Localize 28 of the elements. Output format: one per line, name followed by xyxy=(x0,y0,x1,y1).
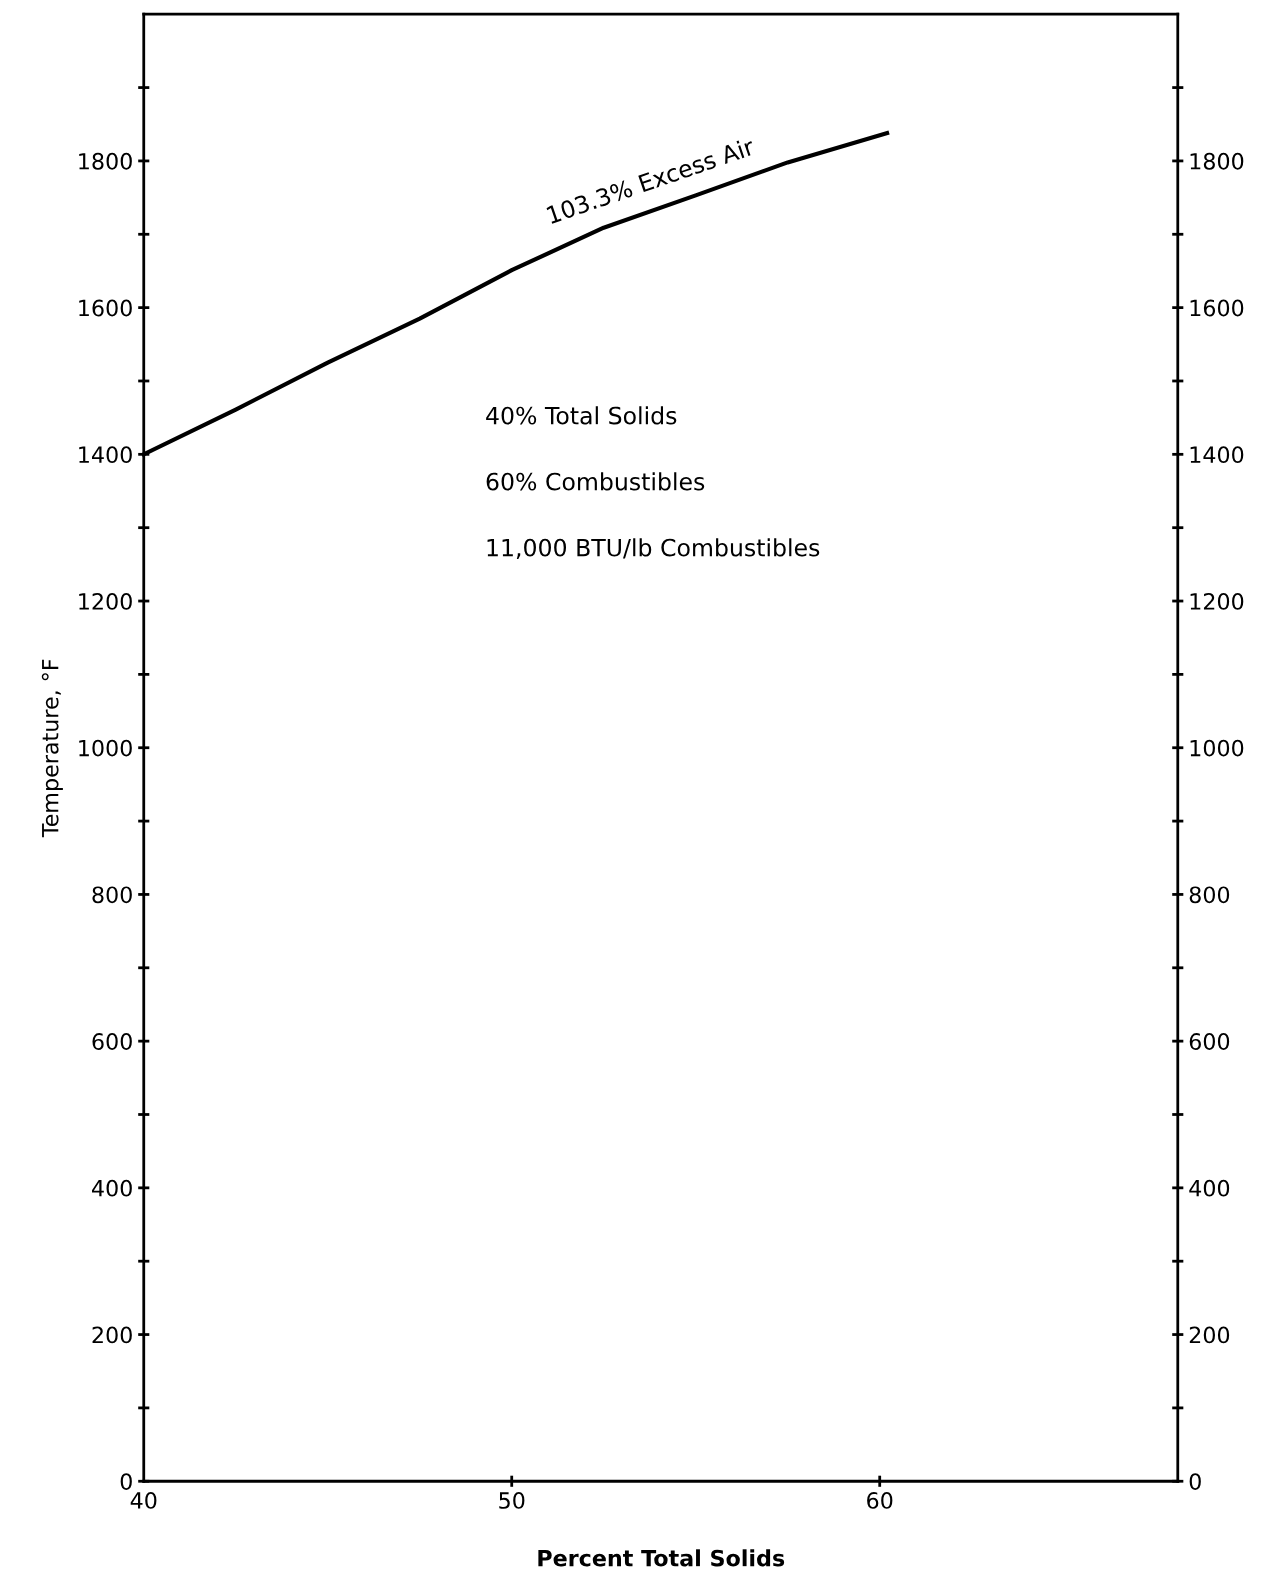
y-tick-label: 800 xyxy=(92,886,132,904)
x-tick-label: 40 xyxy=(130,1492,157,1509)
y2-tick-label: 200 xyxy=(1189,1326,1230,1344)
x-tick-label: 60 xyxy=(867,1492,893,1509)
y2-tick-label: 1000 xyxy=(1190,739,1244,757)
y2-tick-label: 1200 xyxy=(1190,592,1244,610)
annotation: 60% Combustibles xyxy=(486,472,705,491)
y2-tick-label: 0 xyxy=(1189,1473,1201,1491)
y2-tick-label: 1600 xyxy=(1190,299,1244,317)
y-axis-title: Temperature, °F xyxy=(41,659,63,838)
y-tick-label: 400 xyxy=(92,1179,132,1197)
annotation: 11,000 BTU/lb Combustibles xyxy=(487,538,820,559)
x-axis-title: Percent Total Solids xyxy=(538,1549,785,1567)
y-tick-label: 1200 xyxy=(79,592,132,610)
y-tick-label: 1800 xyxy=(79,152,132,170)
y-tick-label: 1600 xyxy=(79,299,132,317)
x-tick-label: 50 xyxy=(499,1492,525,1509)
y2-tick-label: 400 xyxy=(1189,1179,1230,1197)
y2-tick-label: 600 xyxy=(1189,1033,1230,1050)
y2-tick-label: 800 xyxy=(1189,886,1230,904)
y-tick-label: 0 xyxy=(120,1473,132,1491)
annotation: 40% Total Solids xyxy=(486,406,677,425)
y2-tick-label: 1800 xyxy=(1190,152,1244,170)
y-tick-label: 200 xyxy=(92,1326,132,1344)
y-tick-label: 1400 xyxy=(79,446,132,464)
y2-tick-label: 1400 xyxy=(1190,446,1244,464)
y-tick-label: 1000 xyxy=(79,739,132,757)
y-tick-label: 600 xyxy=(92,1033,132,1050)
